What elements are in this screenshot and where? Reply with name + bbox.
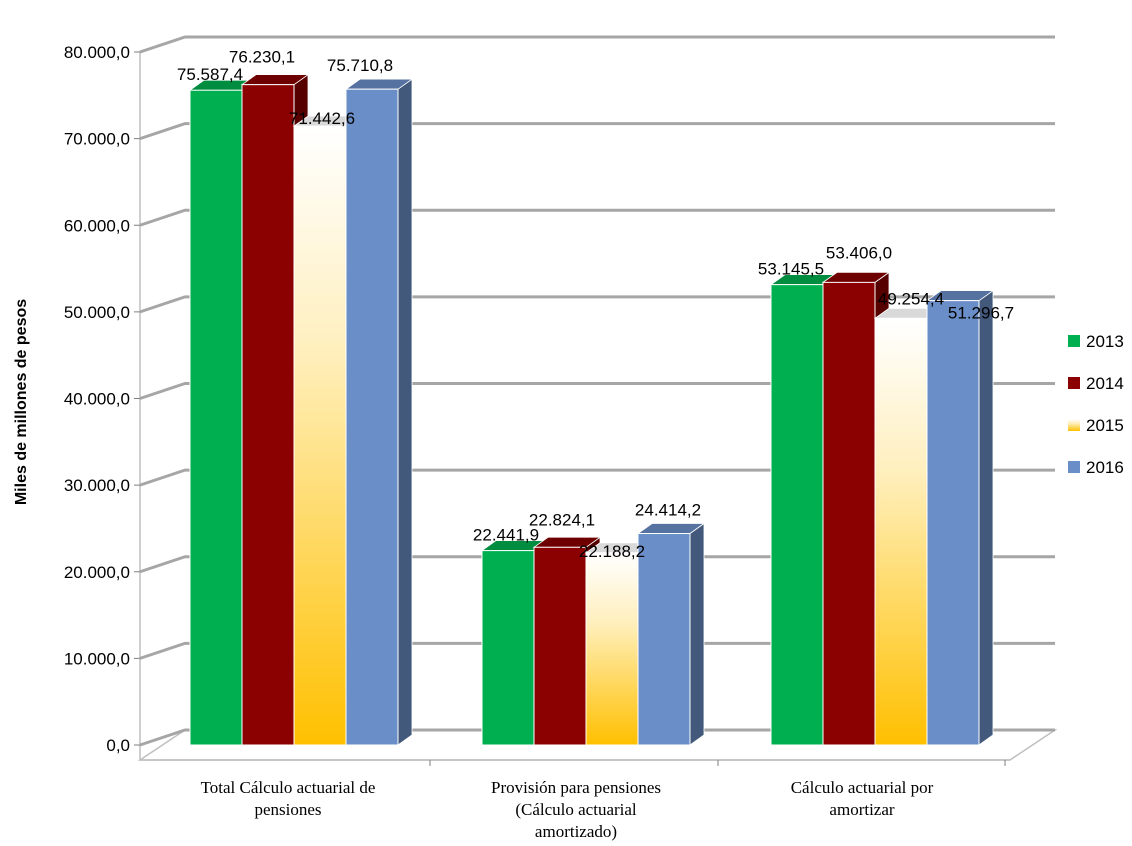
gridline: [139, 382, 1055, 400]
category-label: Cálculo actuarial por: [791, 778, 934, 797]
bar-2013: [481, 550, 535, 746]
y-tick-label: 70.000,0: [64, 130, 130, 149]
y-tick-label: 0,0: [106, 736, 130, 755]
gridline: [139, 208, 1055, 227]
data-label-2016: 24.414,2: [635, 501, 701, 520]
legend-swatch-2016: [1068, 461, 1080, 473]
category-label: Provisión para pensiones: [491, 778, 661, 797]
legend-label-2016: 2016: [1086, 458, 1124, 477]
bar-2015: [293, 125, 347, 746]
data-labels: 75.587,476.230,1 71.442,6 75.710,8 22.441,9…: [177, 48, 1014, 561]
bar-2016: [345, 88, 399, 746]
bar-2014: [533, 546, 587, 746]
category-label: (Cálculo actuarial: [515, 800, 637, 819]
y-tick-label: 20.000,0: [64, 563, 130, 582]
data-label-2013: 75.587,4: [177, 65, 243, 84]
gridline: [139, 555, 1055, 574]
legend-label-2013: 2013: [1086, 332, 1124, 351]
data-label-2016: 51.296,7: [948, 304, 1014, 323]
bar-2016: [926, 300, 980, 746]
category-labels: Total Cálculo actuarial de pensiones Provi…: [201, 760, 1006, 841]
data-label-2015: 49.254,4: [878, 289, 944, 308]
legend-swatch-2014: [1068, 377, 1080, 389]
bar-2015: [874, 317, 928, 746]
legend-swatch-2013: [1068, 335, 1080, 347]
bar-2014: [822, 281, 876, 746]
data-label-2013: 22.441,9: [473, 526, 539, 545]
y-tick-label: 80.000,0: [64, 43, 130, 62]
y-axis-label: Miles de millones de pesos: [13, 299, 30, 505]
gridlines: [134, 35, 1055, 747]
data-label-2014: 53.406,0: [826, 243, 892, 262]
category-label: pensiones: [254, 800, 321, 819]
bars: [188, 73, 995, 746]
bar-2013: [189, 89, 243, 746]
y-tick-label: 10.000,0: [64, 649, 130, 668]
gridline: [139, 295, 1055, 314]
y-tick-labels: 0,0 10.000,0 20.000,0 30.000,0 40.000,0 50.00…: [64, 43, 130, 755]
y-tick-label: 30.000,0: [64, 476, 130, 495]
data-label-2014: 22.824,1: [529, 510, 595, 529]
category-label: amortizar: [829, 800, 894, 819]
category-label: Total Cálculo actuarial de: [201, 778, 376, 797]
bar-2015: [585, 552, 639, 746]
data-label-2015: 71.442,6: [289, 109, 355, 128]
data-label-2016: 75.710,8: [327, 56, 393, 75]
data-label-2015: 22.188,2: [579, 542, 645, 561]
data-label-2013: 53.145,5: [758, 260, 824, 279]
y-tick-label: 60.000,0: [64, 216, 130, 235]
gridline: [139, 35, 1055, 54]
gridline: [139, 641, 1055, 660]
gridline: [139, 122, 1055, 141]
gridline: [139, 468, 1055, 487]
bar-side-2016: [978, 289, 994, 746]
data-label-2014: 76.230,1: [229, 48, 295, 67]
legend-label-2014: 2014: [1086, 374, 1124, 393]
legend-swatch-2015: [1068, 419, 1080, 431]
bar-2016: [637, 533, 691, 746]
gridline: [139, 728, 1055, 747]
y-tick-label: 40.000,0: [64, 390, 130, 409]
category-label: amortizado): [535, 822, 617, 841]
bar-side-2016: [689, 522, 705, 746]
legend: 2013 2014 2015 2016: [1068, 332, 1124, 477]
bar-2013: [770, 284, 824, 746]
y-tick-label: 50.000,0: [64, 303, 130, 322]
legend-label-2015: 2015: [1086, 416, 1124, 435]
bar-side-2016: [397, 78, 413, 746]
bar-2014: [241, 84, 295, 746]
